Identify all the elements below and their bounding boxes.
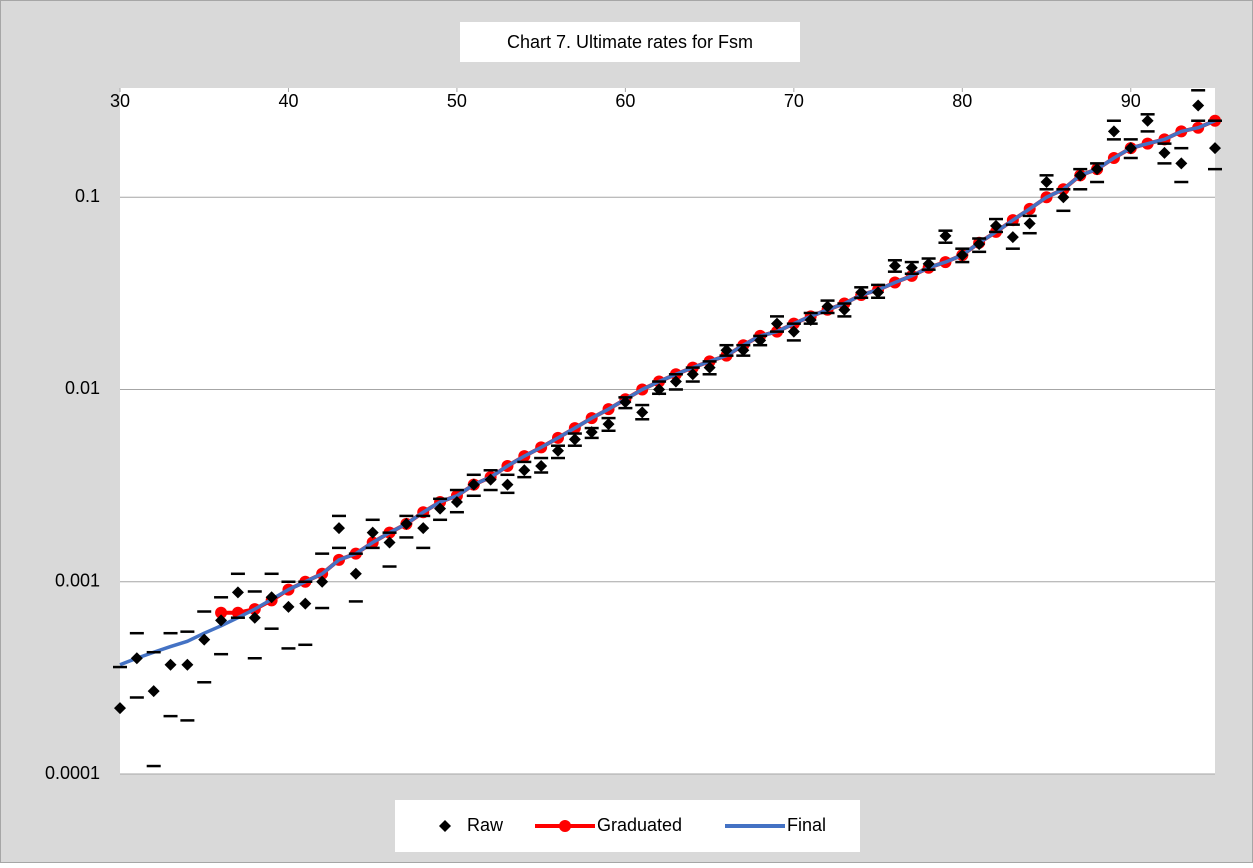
raw-point: [552, 444, 564, 457]
title-box: [460, 22, 800, 62]
x-tick-label: 30: [110, 91, 130, 111]
y-tick-label: 0.001: [55, 570, 100, 590]
y-tick-label: 0.0001: [45, 763, 100, 783]
raw-point: [114, 702, 126, 715]
raw-point: [956, 249, 969, 262]
raw-point: [855, 286, 868, 299]
raw-point: [1107, 125, 1120, 138]
raw-point: [467, 478, 480, 491]
raw-point: [1006, 231, 1019, 244]
raw-point: [602, 418, 615, 431]
x-tick-label: 50: [447, 91, 467, 111]
plot-area: [120, 88, 1215, 774]
raw-point: [1124, 142, 1137, 155]
raw-point: [450, 495, 463, 508]
raw-point: [990, 219, 1002, 232]
raw-point: [417, 522, 430, 535]
legend-label: Graduated: [597, 815, 682, 835]
raw-point: [1158, 146, 1171, 159]
raw-point: [1023, 217, 1036, 230]
raw-point: [888, 259, 901, 272]
raw-point: [1040, 176, 1053, 189]
raw-point: [1209, 142, 1221, 155]
chart-title: Chart 7. Ultimate rates for Fsm: [507, 32, 753, 52]
x-tick-label: 40: [278, 91, 298, 111]
raw-point: [316, 575, 329, 588]
raw-point: [939, 229, 952, 242]
raw-point: [383, 536, 396, 549]
y-tick-label: 0.1: [75, 186, 100, 206]
raw-point: [804, 313, 817, 326]
raw-point: [518, 464, 531, 477]
raw-point: [720, 344, 733, 357]
raw-point: [501, 478, 514, 491]
raw-point: [653, 383, 666, 396]
raw-point: [838, 303, 851, 316]
raw-point: [181, 658, 194, 671]
raw-point: [535, 459, 548, 472]
y-tick-label: 0.01: [65, 378, 100, 398]
x-tick-label: 90: [1121, 91, 1141, 111]
raw-point: [248, 611, 261, 624]
raw-point: [686, 368, 699, 381]
raw-point: [265, 591, 278, 604]
series-line: [119, 119, 1216, 667]
raw-point: [198, 633, 211, 646]
raw-point: [905, 261, 918, 274]
raw-point: [1074, 169, 1087, 182]
raw-point: [164, 658, 177, 671]
raw-point: [215, 614, 228, 627]
raw-point: [1175, 157, 1188, 170]
raw-point: [669, 375, 682, 388]
raw-point: [366, 526, 379, 539]
raw-point: [619, 396, 632, 409]
raw-point: [787, 325, 800, 338]
raw-point: [400, 517, 413, 530]
raw-point: [299, 597, 312, 610]
raw-point: [771, 317, 783, 330]
raw-point: [333, 522, 345, 535]
legend-symbol: [559, 820, 571, 832]
legend-symbol: [439, 820, 451, 832]
raw-point: [585, 426, 598, 439]
x-tick-label: 80: [952, 91, 972, 111]
raw-point: [821, 300, 834, 313]
raw-point: [922, 257, 935, 270]
raw-point: [282, 600, 295, 613]
raw-point: [737, 344, 750, 357]
x-tick-label: 60: [615, 91, 635, 111]
raw-point: [973, 238, 986, 251]
raw-point: [434, 502, 447, 515]
raw-point: [130, 652, 143, 665]
raw-point: [872, 286, 885, 299]
legend-label: Final: [787, 815, 826, 835]
legend-label: Raw: [467, 815, 504, 835]
raw-point: [754, 334, 767, 347]
graduated-point: [215, 606, 228, 619]
raw-point: [1091, 163, 1104, 176]
x-tick-label: 70: [784, 91, 804, 111]
raw-point: [147, 685, 160, 698]
raw-point: [231, 586, 244, 599]
raw-point: [349, 567, 362, 580]
raw-point: [703, 361, 716, 374]
raw-point: [484, 473, 497, 486]
raw-point: [568, 433, 581, 446]
raw-point: [636, 406, 649, 419]
raw-point: [1192, 99, 1205, 112]
raw-point: [1057, 191, 1070, 204]
raw-point: [1141, 114, 1154, 127]
